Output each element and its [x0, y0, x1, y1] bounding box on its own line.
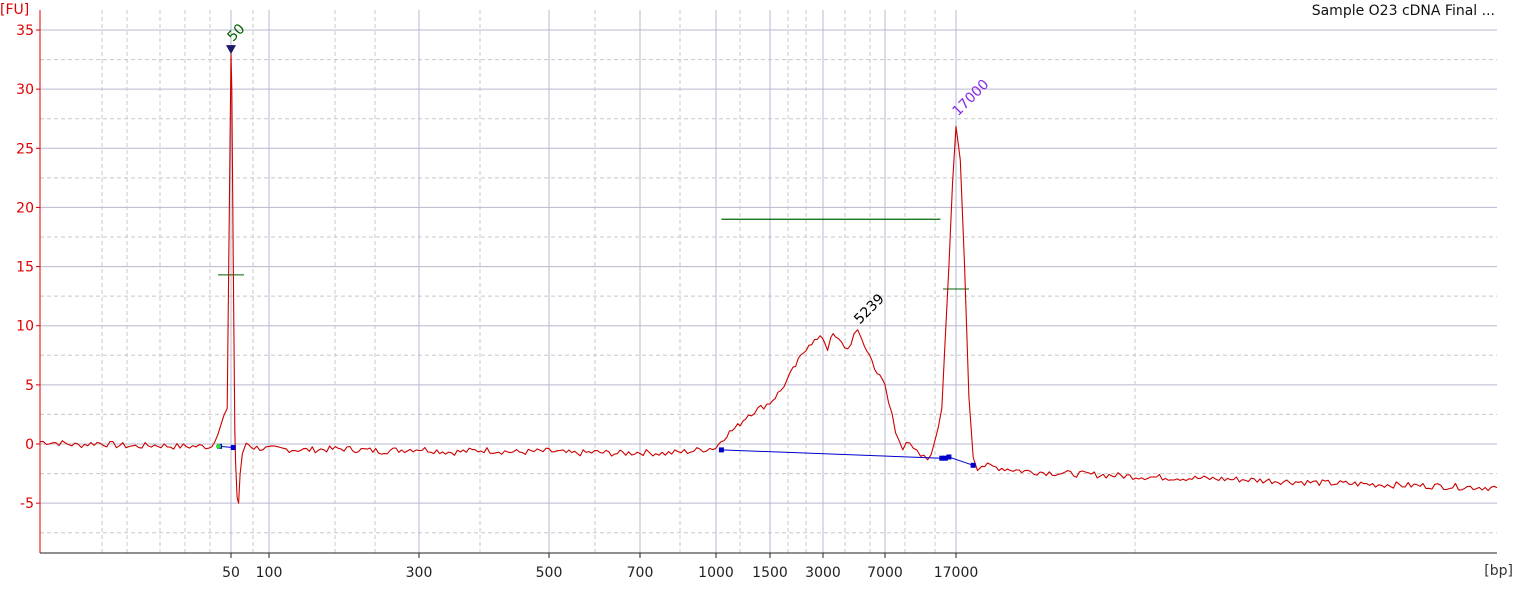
x-tick-label: 700	[627, 565, 654, 581]
baseline-point	[942, 455, 948, 461]
baseline	[216, 443, 976, 468]
baseline-point	[230, 445, 236, 451]
y-tick-label: 10	[16, 319, 34, 335]
y-tick-label: 25	[16, 141, 34, 157]
lower-marker-triangle-icon	[226, 45, 236, 55]
baseline-point	[718, 447, 724, 453]
y-tick-label: 0	[25, 437, 34, 453]
x-tick-label: 1500	[752, 565, 788, 581]
baseline-point	[970, 462, 976, 468]
half-height-markers	[218, 274, 969, 290]
x-tick-label: 17000	[934, 565, 979, 581]
y-tick-label: -5	[20, 496, 34, 512]
sample-title: Sample O23 cDNA Final ...	[1311, 3, 1495, 19]
axes	[39, 10, 1497, 554]
x-axis-unit-label: [bp]	[1484, 563, 1513, 579]
y-tick-label: 30	[16, 82, 34, 98]
baseline-point	[939, 455, 945, 461]
x-tick-label: 1000	[698, 565, 734, 581]
x-tick-labels: 50 100 300 500 700 1000 1500 3000 7000 17000	[222, 553, 978, 581]
y-tick-label: 15	[16, 260, 34, 276]
x-tick-label: 50	[222, 565, 240, 581]
baseline-point	[946, 454, 952, 460]
y-axis-unit-label: [FU]	[0, 2, 30, 18]
peak-start-marker	[216, 443, 222, 449]
y-tick-labels: -5 0 5 10 15 20 25 30 35	[16, 23, 40, 512]
x-tick-label: 7000	[867, 565, 903, 581]
y-tick-label: 5	[25, 378, 34, 394]
x-tick-label: 300	[406, 565, 433, 581]
x-tick-label: 500	[536, 565, 563, 581]
x-tick-label: 3000	[805, 565, 841, 581]
y-tick-label: 35	[16, 23, 34, 39]
signal-trace	[39, 52, 1498, 504]
trace	[39, 52, 1498, 504]
peak-label: 50	[225, 21, 249, 45]
grid	[40, 10, 1497, 553]
y-tick-label: 20	[16, 200, 34, 216]
x-tick-label: 100	[256, 565, 283, 581]
